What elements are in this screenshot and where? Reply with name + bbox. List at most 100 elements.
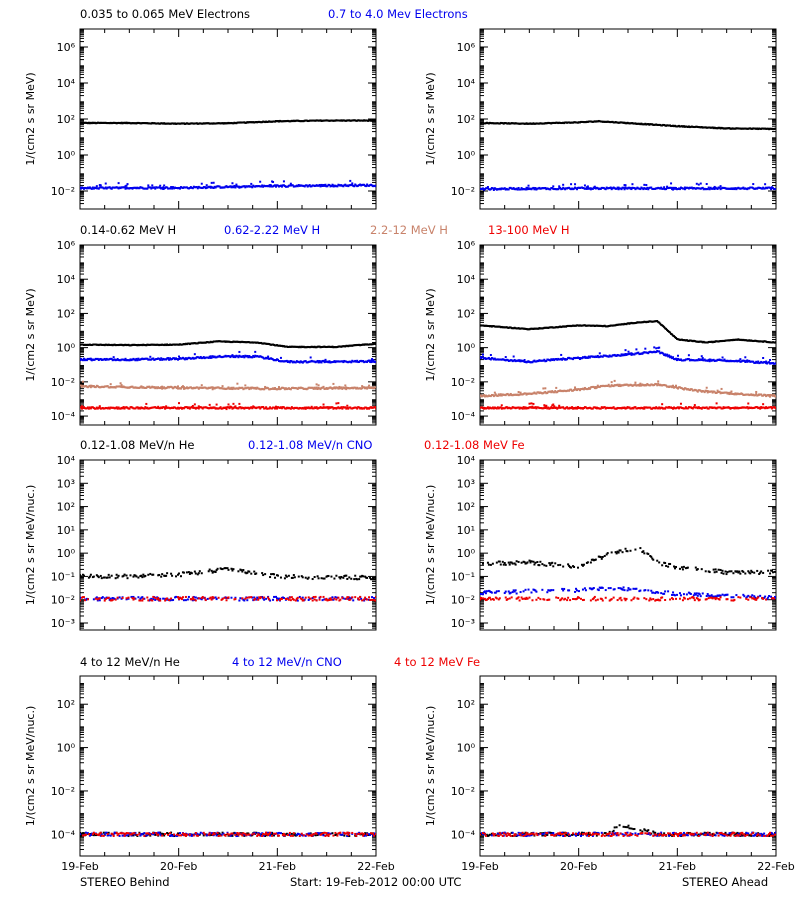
data-point [775, 187, 776, 190]
data-point [312, 387, 315, 390]
data-point [318, 183, 321, 186]
data-point [282, 180, 285, 183]
data-point [506, 392, 509, 395]
data-point [244, 384, 247, 387]
data-point [701, 357, 704, 360]
data-point [305, 184, 308, 187]
data-point [592, 385, 595, 388]
data-point [591, 407, 594, 410]
data-point [212, 181, 215, 184]
data-point [665, 327, 668, 330]
data-point [193, 353, 196, 356]
data-point [631, 183, 634, 186]
data-point [545, 406, 548, 409]
y-tick-label: 10⁶ [57, 41, 76, 54]
data-point [703, 358, 706, 361]
data-point [100, 577, 103, 580]
data-point [512, 187, 515, 190]
data-point [696, 359, 699, 362]
data-point [676, 387, 679, 390]
data-point [152, 357, 155, 360]
data-point [506, 358, 509, 361]
data-point [746, 406, 749, 409]
data-point [185, 386, 188, 389]
data-point [613, 379, 616, 382]
y-tick-label: 10⁻¹ [51, 570, 75, 583]
data-point [663, 186, 666, 189]
data-point [375, 407, 376, 410]
data-point [123, 573, 126, 576]
data-point [682, 388, 685, 391]
data-point [183, 358, 186, 361]
data-point [639, 188, 642, 191]
data-point [85, 359, 88, 362]
data-point [120, 384, 123, 387]
data-point [666, 353, 669, 356]
data-point [326, 406, 329, 409]
data-point [141, 576, 144, 579]
legend-row3-black: 0.12-1.08 MeV/n He [80, 438, 194, 452]
data-point [660, 186, 663, 189]
data-point [620, 353, 623, 356]
data-point [237, 387, 240, 390]
data-point [756, 361, 759, 364]
data-point [575, 187, 578, 190]
data-point [491, 406, 494, 409]
data-point [715, 402, 718, 405]
data-point [504, 356, 507, 359]
series-1 [480, 182, 776, 191]
data-point [668, 354, 671, 357]
plot-frame [479, 28, 777, 210]
data-point [327, 407, 330, 410]
data-point [185, 571, 188, 574]
data-point [158, 573, 161, 576]
data-point [269, 185, 272, 188]
data-point [117, 182, 120, 185]
data-point [197, 407, 200, 410]
data-point [623, 188, 626, 191]
data-point [764, 183, 767, 186]
data-point [243, 356, 246, 359]
data-point [510, 407, 513, 410]
data-point [82, 574, 85, 577]
data-point [701, 186, 704, 189]
data-point [595, 356, 598, 359]
data-point [755, 390, 758, 393]
data-point [154, 187, 157, 190]
data-point [669, 331, 672, 334]
data-point [274, 184, 277, 187]
data-point [211, 388, 214, 391]
y-tick-label: 10⁴ [457, 273, 476, 286]
data-point [157, 405, 160, 408]
data-point [333, 360, 336, 363]
panel-row1-right: 10⁻² 10⁰ 10² 10⁴ 10⁶ 1/(cm2 s sr MeV) [424, 28, 777, 210]
data-point [112, 356, 115, 359]
plot-frame [79, 28, 377, 210]
data-point [106, 576, 109, 579]
data-point [170, 572, 173, 575]
data-point [555, 406, 558, 409]
data-point [707, 407, 710, 410]
data-point [205, 184, 208, 187]
data-point [92, 575, 95, 578]
data-point [549, 359, 552, 362]
data-point [622, 186, 625, 189]
data-point [231, 388, 234, 391]
data-point [552, 403, 555, 406]
data-point [588, 387, 591, 390]
y-tick-label: 10² [57, 307, 75, 320]
data-point [238, 350, 241, 353]
legend-row4-blue: 4 to 12 MeV/n CNO [232, 655, 342, 669]
data-point [601, 355, 604, 358]
data-point [165, 358, 168, 361]
data-point [711, 391, 714, 394]
data-point [587, 355, 590, 358]
legend-row3-blue: 0.12-1.08 MeV/n CNO [248, 438, 372, 452]
data-point [644, 347, 647, 350]
data-point [655, 406, 658, 409]
data-point [210, 356, 213, 359]
data-point [267, 387, 270, 390]
data-point [334, 387, 337, 390]
data-point [80, 406, 82, 409]
data-point [493, 391, 496, 394]
